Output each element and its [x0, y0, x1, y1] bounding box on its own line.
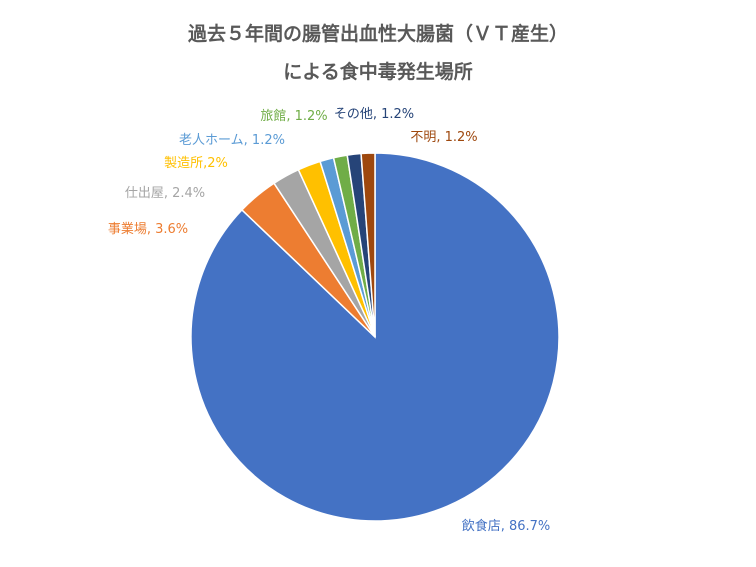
pie-slices: [190, 152, 560, 522]
data-label-不明: 不明, 1.2%: [410, 130, 477, 145]
chart-title-line-2: による食中毒発生場所: [283, 60, 472, 83]
data-label-旅館: 旅館, 1.2%: [260, 109, 327, 124]
data-label-その他: その他, 1.2%: [334, 107, 414, 122]
data-labels: 飲食店, 86.7% 事業場, 3.6% 仕出屋, 2.4% 製造所,2% 老人ホーム,…: [108, 107, 550, 534]
data-label-飲食店: 飲食店, 86.7%: [462, 518, 551, 534]
chart-title-line-1: 過去５年間の腸管出血性大腸菌（ＶＴ産生）: [188, 22, 568, 45]
data-label-事業場: 事業場, 3.6%: [108, 221, 188, 237]
data-label-仕出屋: 仕出屋, 2.4%: [125, 186, 205, 201]
pie-slice-不明: [360, 152, 376, 338]
data-label-製造所: 製造所,2%: [164, 156, 228, 171]
data-label-老人ホーム: 老人ホーム, 1.2%: [179, 133, 285, 148]
